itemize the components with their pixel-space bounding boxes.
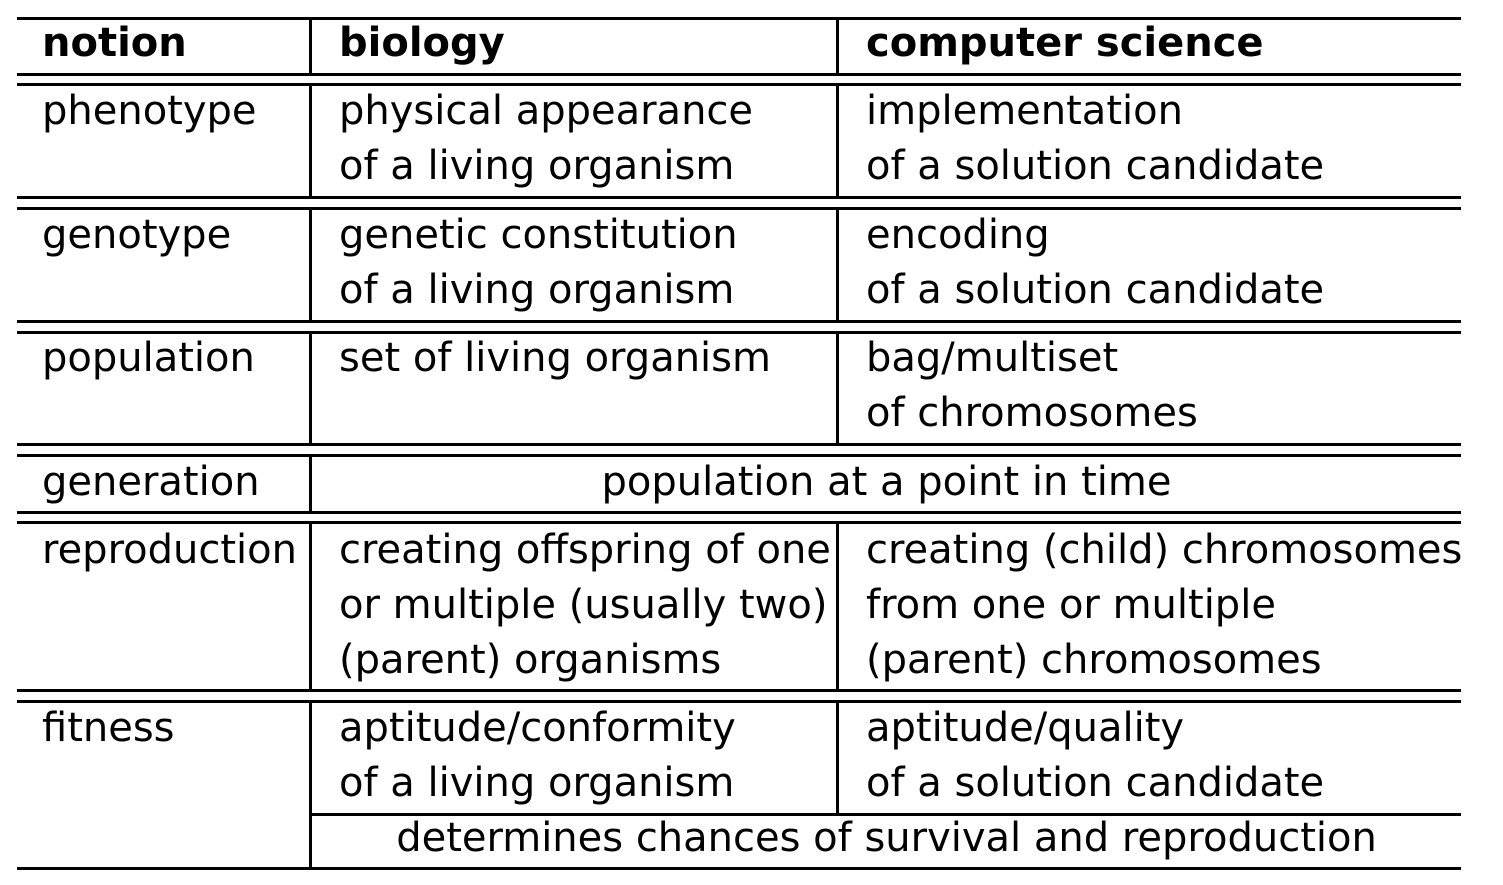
computer-science-cell-line: implementation xyxy=(866,88,1183,134)
column-separator xyxy=(836,17,839,76)
table-top-rule xyxy=(17,17,1461,20)
row-rule-lower xyxy=(17,521,1461,524)
notion-genotype: genotype xyxy=(42,212,232,258)
fitness-split-rule xyxy=(310,813,1461,816)
computer-science-cell-line: of a solution candidate xyxy=(866,760,1325,806)
header-computer-science: computer science xyxy=(866,20,1264,66)
row-rule-upper xyxy=(17,196,1461,199)
biology-cell-line: of a living organism xyxy=(339,143,735,189)
column-separator xyxy=(309,17,312,76)
column-separator xyxy=(836,700,839,816)
row-rule-lower xyxy=(17,331,1461,334)
header-biology: biology xyxy=(339,20,505,66)
biology-cell-line: (parent) organisms xyxy=(339,637,722,683)
column-separator xyxy=(836,207,839,323)
row-rule-upper xyxy=(17,689,1461,692)
row-rule-upper xyxy=(17,443,1461,446)
computer-science-cell-line: (parent) chromosomes xyxy=(866,637,1322,683)
biology-cell-line: physical appearance xyxy=(339,88,754,134)
row-rule-lower xyxy=(17,700,1461,703)
column-separator xyxy=(836,331,839,446)
table-bottom-rule xyxy=(17,867,1461,870)
notion-phenotype: phenotype xyxy=(42,88,257,134)
row-rule-upper xyxy=(17,511,1461,514)
biology-cell-line: or multiple (usually two) xyxy=(339,582,828,628)
biology-cell-line: creating offspring of one xyxy=(339,527,831,573)
column-separator xyxy=(309,454,312,514)
biology-cell-line: aptitude/conformity xyxy=(339,705,736,751)
computer-science-cell-line: of a solution candidate xyxy=(866,143,1325,189)
computer-science-cell-line: aptitude/quality xyxy=(866,705,1185,751)
computer-science-cell-line: creating (child) chromosomes xyxy=(866,527,1463,573)
fitness-shared-cell: determines chances of survival and repro… xyxy=(396,815,1377,861)
header-notion: notion xyxy=(42,20,187,66)
header-rule-upper xyxy=(17,73,1461,76)
row-rule-lower xyxy=(17,454,1461,457)
notion-reproduction: reproduction xyxy=(42,527,297,573)
biology-cell-line: set of living organism xyxy=(339,335,771,381)
computer-science-cell-line: bag/multiset xyxy=(866,335,1119,381)
row-rule-upper xyxy=(17,320,1461,323)
column-separator xyxy=(309,700,312,870)
column-separator xyxy=(309,207,312,323)
column-separator xyxy=(309,331,312,446)
column-separator xyxy=(309,83,312,199)
column-separator xyxy=(309,521,312,692)
column-separator xyxy=(836,83,839,199)
row-rule-lower xyxy=(17,207,1461,210)
header-rule-lower xyxy=(17,83,1461,86)
computer-science-cell-line: of a solution candidate xyxy=(866,267,1325,313)
notion-generation: generation xyxy=(42,459,260,505)
notion-population: population xyxy=(42,335,255,381)
biology-cell-line: of a living organism xyxy=(339,760,735,806)
notion-fitness: fitness xyxy=(42,705,175,751)
biology-cell-line: genetic constitution xyxy=(339,212,738,258)
generation-shared-cell: population at a point in time xyxy=(601,459,1172,505)
biology-cell-line: of a living organism xyxy=(339,267,735,313)
computer-science-cell-line: from one or multiple xyxy=(866,582,1276,628)
computer-science-cell-line: encoding xyxy=(866,212,1050,258)
column-separator xyxy=(836,521,839,692)
computer-science-cell-line: of chromosomes xyxy=(866,390,1198,436)
